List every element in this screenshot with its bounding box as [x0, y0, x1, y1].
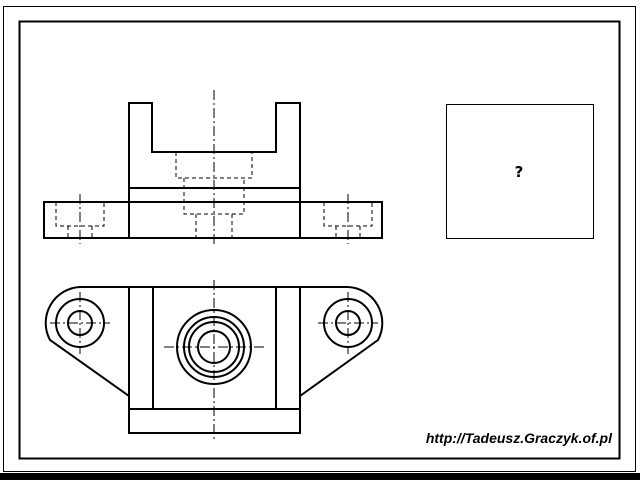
outer-border — [3, 6, 636, 472]
base-plate — [43, 201, 383, 239]
top-center-lines — [50, 280, 378, 440]
left-lug — [44, 286, 130, 397]
question-mark: ? — [515, 163, 524, 181]
bottom-bar — [0, 473, 640, 480]
front-hidden-lines — [55, 152, 373, 238]
right-lug — [299, 286, 384, 397]
inner-border — [18, 20, 621, 460]
author-url-text: http://Tadeusz.Graczyk.of.pl — [425, 430, 612, 446]
front-view — [43, 102, 383, 239]
front-center-lines — [79, 90, 349, 244]
side-view-box — [446, 104, 594, 239]
